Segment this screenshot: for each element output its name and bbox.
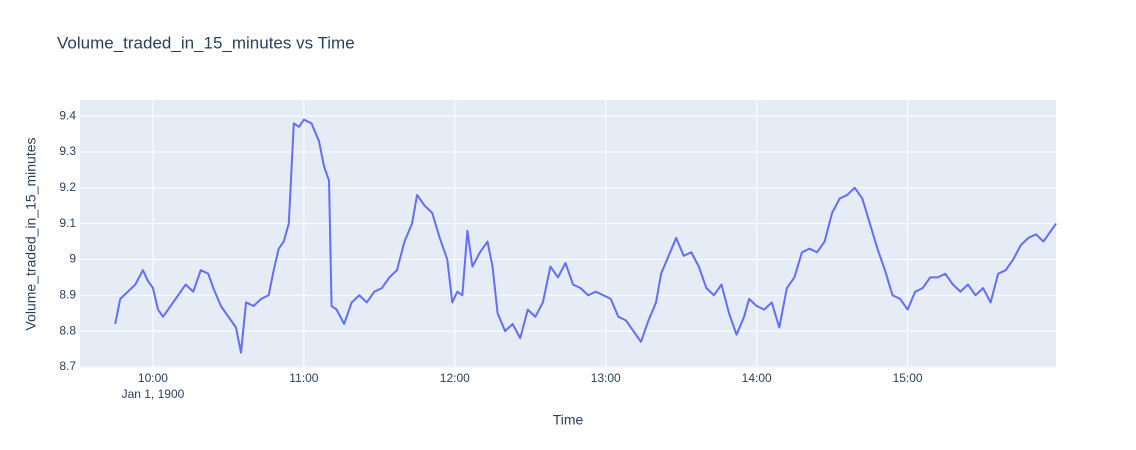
- x-axis-title: Time: [553, 412, 584, 428]
- x-tick-label: 12:00: [440, 371, 470, 385]
- y-tick-label: 8.8: [59, 323, 76, 337]
- y-tick-label: 9.2: [59, 180, 76, 194]
- x-tick-label: 10:00: [138, 371, 168, 385]
- x-tick-label: 14:00: [742, 371, 772, 385]
- y-axis-title: Volume_traded_in_15_minutes: [23, 137, 39, 330]
- y-tick-label: 9.3: [59, 144, 76, 158]
- chart-title: Volume_traded_in_15_minutes vs Time: [57, 33, 355, 52]
- x-tick-label: 13:00: [591, 371, 621, 385]
- y-tick-label: 9.1: [59, 216, 76, 230]
- y-tick-label: 8.9: [59, 287, 76, 301]
- x-tick-label: 11:00: [289, 371, 318, 385]
- plot-area: [80, 100, 1056, 368]
- data-line: [114, 118, 1057, 354]
- y-tick-label: 9.4: [59, 108, 76, 122]
- y-tick-label: 9: [69, 252, 76, 266]
- x-tick-sublabel: Jan 1, 1900: [122, 387, 185, 401]
- y-tick-label: 8.7: [59, 359, 76, 373]
- x-tick-label: 15:00: [893, 371, 923, 385]
